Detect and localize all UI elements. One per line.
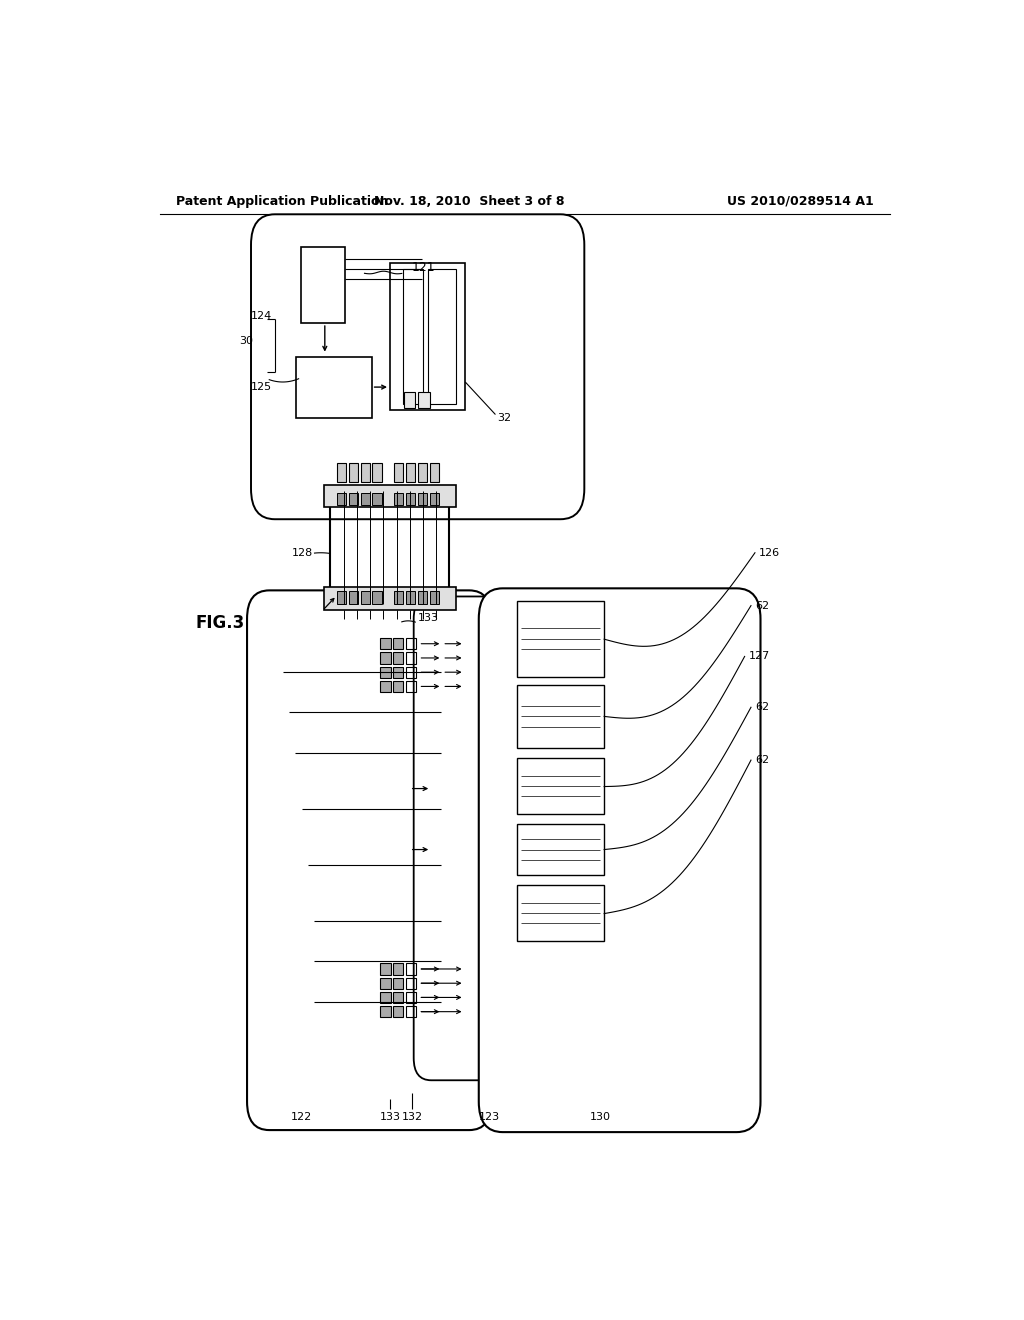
FancyBboxPatch shape: [348, 591, 358, 603]
FancyBboxPatch shape: [418, 591, 427, 603]
FancyBboxPatch shape: [337, 463, 346, 482]
FancyBboxPatch shape: [393, 681, 403, 692]
Text: 133: 133: [418, 612, 438, 623]
FancyBboxPatch shape: [380, 681, 391, 692]
FancyBboxPatch shape: [373, 463, 382, 482]
Text: Patent Application Publication: Patent Application Publication: [176, 194, 388, 207]
FancyBboxPatch shape: [393, 638, 403, 649]
Text: 130: 130: [590, 1111, 610, 1122]
FancyBboxPatch shape: [360, 591, 370, 603]
FancyBboxPatch shape: [324, 484, 456, 507]
FancyBboxPatch shape: [251, 214, 585, 519]
FancyBboxPatch shape: [430, 463, 439, 482]
FancyBboxPatch shape: [324, 587, 456, 610]
FancyBboxPatch shape: [479, 589, 761, 1133]
FancyBboxPatch shape: [418, 492, 427, 506]
Text: 122: 122: [291, 1111, 311, 1122]
FancyBboxPatch shape: [380, 964, 391, 974]
FancyBboxPatch shape: [406, 591, 416, 603]
Text: 127: 127: [749, 652, 770, 661]
Text: 128: 128: [292, 548, 313, 558]
Text: 32: 32: [497, 413, 511, 422]
FancyBboxPatch shape: [348, 492, 358, 506]
Text: 30: 30: [240, 337, 253, 346]
Text: 121: 121: [412, 260, 435, 273]
FancyBboxPatch shape: [337, 591, 346, 603]
Text: 62: 62: [755, 601, 769, 611]
FancyBboxPatch shape: [404, 392, 416, 408]
FancyBboxPatch shape: [247, 590, 492, 1130]
FancyBboxPatch shape: [380, 991, 391, 1003]
FancyBboxPatch shape: [380, 667, 391, 677]
Text: 132: 132: [401, 1111, 423, 1122]
FancyBboxPatch shape: [348, 463, 358, 482]
Text: 62: 62: [755, 755, 769, 766]
FancyBboxPatch shape: [430, 492, 439, 506]
FancyBboxPatch shape: [419, 392, 430, 408]
FancyBboxPatch shape: [380, 978, 391, 989]
FancyBboxPatch shape: [337, 492, 346, 506]
Text: 133: 133: [379, 1111, 400, 1122]
Text: 123: 123: [478, 1111, 500, 1122]
FancyBboxPatch shape: [393, 667, 403, 677]
FancyBboxPatch shape: [373, 492, 382, 506]
FancyBboxPatch shape: [414, 597, 584, 1080]
FancyBboxPatch shape: [393, 1006, 403, 1018]
FancyBboxPatch shape: [393, 964, 403, 974]
FancyBboxPatch shape: [406, 463, 416, 482]
FancyBboxPatch shape: [380, 652, 391, 664]
FancyBboxPatch shape: [418, 463, 427, 482]
Text: FIG.3: FIG.3: [196, 614, 245, 632]
Text: 126: 126: [759, 548, 780, 558]
FancyBboxPatch shape: [394, 591, 403, 603]
Text: Nov. 18, 2010  Sheet 3 of 8: Nov. 18, 2010 Sheet 3 of 8: [374, 194, 564, 207]
FancyBboxPatch shape: [360, 492, 370, 506]
FancyBboxPatch shape: [406, 492, 416, 506]
FancyBboxPatch shape: [394, 492, 403, 506]
FancyBboxPatch shape: [393, 652, 403, 664]
FancyBboxPatch shape: [360, 463, 370, 482]
Text: 125: 125: [251, 381, 272, 392]
FancyBboxPatch shape: [380, 638, 391, 649]
FancyBboxPatch shape: [380, 1006, 391, 1018]
Text: US 2010/0289514 A1: US 2010/0289514 A1: [727, 194, 873, 207]
FancyBboxPatch shape: [393, 978, 403, 989]
FancyBboxPatch shape: [373, 591, 382, 603]
FancyBboxPatch shape: [393, 991, 403, 1003]
Text: 62: 62: [755, 702, 769, 713]
FancyBboxPatch shape: [394, 463, 403, 482]
Text: 124: 124: [251, 312, 272, 321]
FancyBboxPatch shape: [430, 591, 439, 603]
